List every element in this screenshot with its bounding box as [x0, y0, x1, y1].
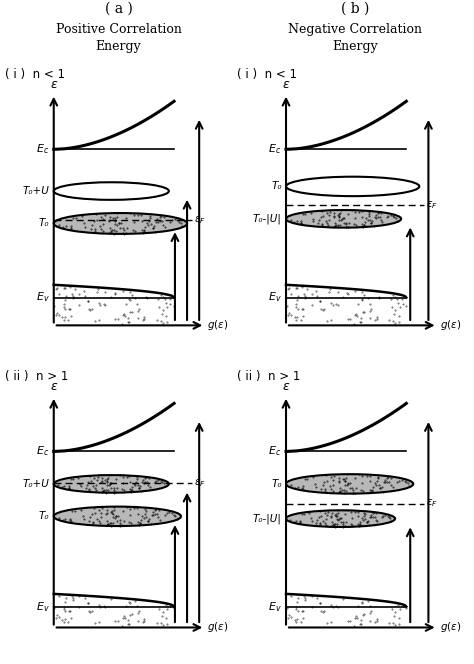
- Text: T₀-|U|: T₀-|U|: [253, 513, 282, 524]
- Text: ( ii )  n > 1: ( ii ) n > 1: [5, 370, 68, 383]
- Text: $E_v$: $E_v$: [36, 600, 49, 614]
- Text: $E_v$: $E_v$: [268, 600, 282, 614]
- Text: $E_v$: $E_v$: [268, 291, 282, 305]
- Text: T₀: T₀: [271, 479, 282, 489]
- Ellipse shape: [54, 475, 169, 493]
- Text: $\epsilon$: $\epsilon$: [50, 78, 58, 92]
- Text: $E_c$: $E_c$: [268, 445, 282, 458]
- Ellipse shape: [54, 213, 187, 234]
- Text: $\epsilon_F$: $\epsilon_F$: [426, 498, 438, 509]
- Text: $\epsilon$: $\epsilon$: [50, 380, 58, 393]
- Text: T₀: T₀: [39, 511, 49, 521]
- Text: ( a ): ( a ): [105, 1, 132, 16]
- Text: T₀: T₀: [39, 218, 49, 228]
- Text: $E_c$: $E_c$: [36, 143, 49, 156]
- Text: ( i )  n < 1: ( i ) n < 1: [5, 68, 65, 81]
- Text: $g(\epsilon)$: $g(\epsilon)$: [440, 318, 461, 333]
- Text: $g(\epsilon)$: $g(\epsilon)$: [208, 620, 229, 635]
- Ellipse shape: [286, 210, 401, 228]
- Ellipse shape: [286, 511, 395, 527]
- Text: $g(\epsilon)$: $g(\epsilon)$: [208, 318, 229, 333]
- Text: $E_c$: $E_c$: [268, 143, 282, 156]
- Ellipse shape: [54, 507, 181, 526]
- Text: $\epsilon$: $\epsilon$: [282, 78, 290, 92]
- Text: T₀+U: T₀+U: [22, 186, 49, 196]
- Ellipse shape: [286, 474, 413, 493]
- Text: $\epsilon_F$: $\epsilon_F$: [426, 199, 438, 211]
- Text: T₀-|U|: T₀-|U|: [253, 214, 282, 224]
- Text: $\epsilon$: $\epsilon$: [282, 380, 290, 393]
- Text: T₀: T₀: [271, 181, 282, 191]
- Text: ( i )  n < 1: ( i ) n < 1: [237, 68, 297, 81]
- Text: $\epsilon_F$: $\epsilon_F$: [194, 214, 206, 226]
- Text: T₀+U: T₀+U: [22, 479, 49, 489]
- Text: ( b ): ( b ): [341, 1, 370, 16]
- Text: Negative Correlation
Energy: Negative Correlation Energy: [289, 23, 422, 53]
- Text: $E_c$: $E_c$: [36, 445, 49, 458]
- Text: $g(\epsilon)$: $g(\epsilon)$: [440, 620, 461, 635]
- Text: $\epsilon_F$: $\epsilon_F$: [194, 477, 206, 489]
- Text: Positive Correlation
Energy: Positive Correlation Energy: [55, 23, 182, 53]
- Text: ( ii )  n > 1: ( ii ) n > 1: [237, 370, 301, 383]
- Text: $E_v$: $E_v$: [36, 291, 49, 305]
